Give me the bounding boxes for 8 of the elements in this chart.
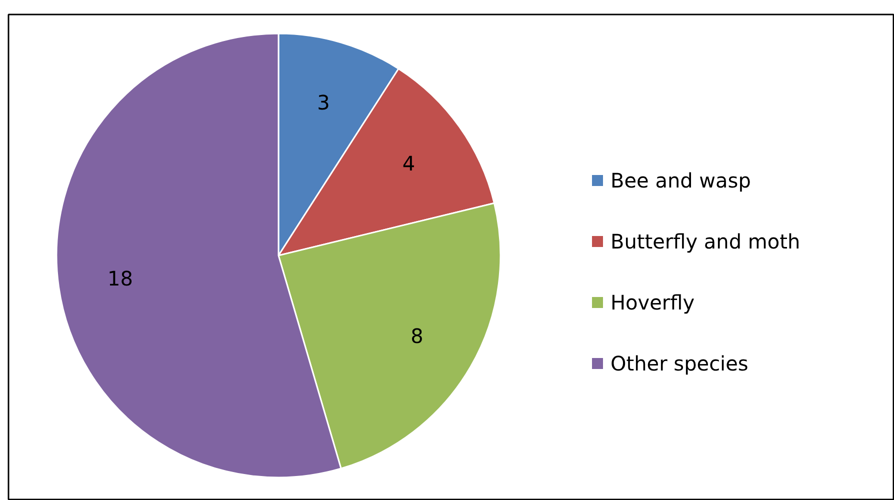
legend-label: Hoverfly	[610, 290, 695, 314]
data-label: 18	[108, 266, 134, 291]
legend-label: Butterfly and moth	[610, 230, 800, 254]
data-label: 8	[410, 324, 424, 348]
legend-label: Other species	[610, 352, 748, 376]
data-label: 4	[402, 151, 416, 176]
data-label: 3	[317, 90, 330, 115]
legend-label: Bee and wasp	[610, 168, 751, 192]
